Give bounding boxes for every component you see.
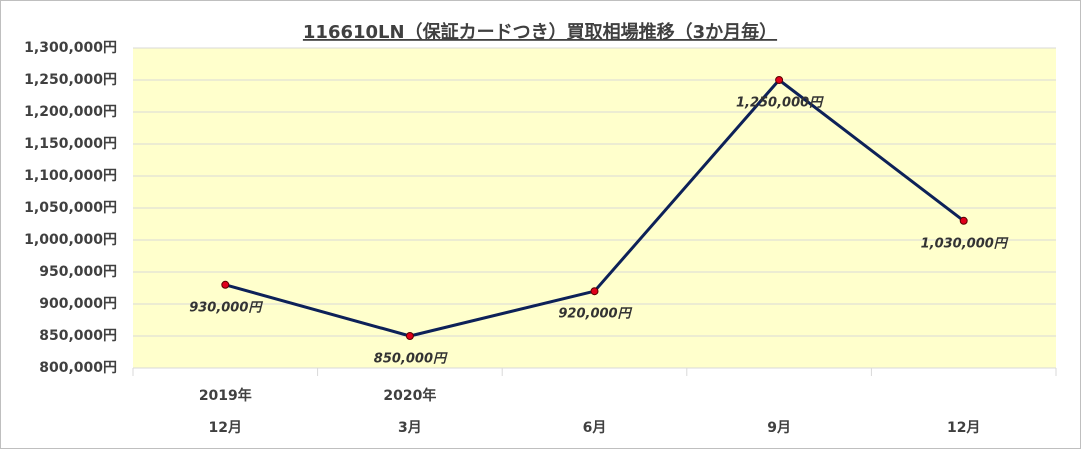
data-label: 850,000円 [374, 352, 448, 367]
data-point [775, 76, 784, 84]
x-tick-label: 9月 [767, 420, 791, 436]
y-tick-label: 950,000円 [39, 264, 117, 280]
y-tick-label: 1,000,000円 [24, 232, 117, 248]
x-tick-label: 12月 [209, 420, 242, 436]
y-tick-label: 1,100,000円 [24, 168, 117, 184]
data-label: 930,000円 [189, 300, 263, 315]
data-label: 920,000円 [558, 307, 632, 322]
y-tick-label: 1,150,000円 [24, 136, 117, 152]
x-tick-label: 3月 [398, 420, 422, 436]
y-tick-label: 1,200,000円 [24, 104, 117, 120]
data-point [405, 332, 414, 340]
data-point [221, 280, 230, 289]
x-tick-year: 2020年 [383, 387, 436, 404]
y-tick-label: 1,250,000円 [24, 72, 117, 88]
data-point [590, 287, 599, 296]
y-tick-label: 900,000円 [39, 296, 117, 312]
data-label: 1,250,000円 [736, 96, 824, 111]
chart-title: 116610LN（保証カードつき）買取相場推移（3か月毎） [303, 21, 777, 43]
data-point [959, 216, 968, 225]
x-tick-label: 6月 [583, 420, 607, 436]
x-tick-year: 2019年 [199, 387, 252, 404]
y-tick-label: 850,000円 [39, 328, 117, 344]
x-tick-label: 12月 [947, 420, 980, 436]
y-tick-label: 800,000円 [39, 360, 117, 376]
y-tick-label: 1,300,000円 [24, 40, 117, 56]
data-label: 1,030,000円 [921, 236, 1009, 251]
y-tick-label: 1,050,000円 [24, 200, 117, 216]
